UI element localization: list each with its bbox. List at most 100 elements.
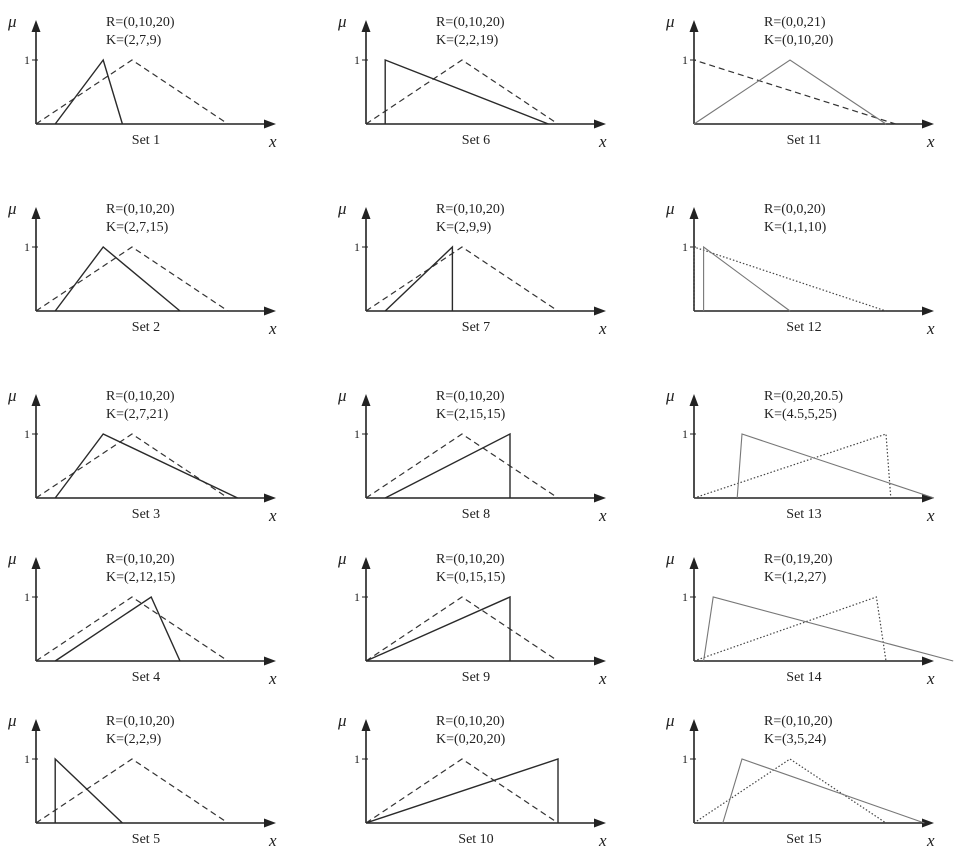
r-parameters: R=(0,0,20) [764,202,826,217]
panel-caption: Set 8 [462,507,490,522]
x-axis-arrow-icon [264,656,276,666]
x-axis-arrow-icon [922,306,934,316]
triangle-k [54,245,181,312]
y-axis-label: μ [665,549,675,568]
triangle-k [54,595,181,662]
x-axis-arrow-icon [264,306,276,316]
k-parameters: K=(0,15,15) [436,570,506,585]
r-parameters: R=(0,10,20) [106,714,175,729]
x-axis-arrow-icon [594,306,606,316]
y-axis-arrow-icon [361,719,371,731]
r-parameters: R=(0,10,20) [436,15,505,30]
x-axis-arrow-icon [264,493,276,503]
triangle-k [54,757,123,824]
x-axis-arrow-icon [922,656,934,666]
r-parameters: R=(0,20,20.5) [764,389,843,404]
y-axis-label: μ [665,199,675,218]
triangle-r [365,758,559,824]
y-axis-label: μ [665,711,675,730]
x-axis-arrow-icon [922,818,934,828]
panel-caption: Set 4 [132,670,160,685]
tick-label-one: 1 [682,752,688,766]
triangle-r [693,433,892,499]
r-parameters: R=(0,10,20) [106,202,175,217]
r-parameters: R=(0,10,20) [436,552,505,567]
triangle-k [703,245,791,312]
x-axis-label: x [598,132,607,151]
panel-caption: Set 13 [786,507,821,522]
tick-label-one: 1 [682,53,688,67]
k-parameters: K=(2,7,9) [106,33,162,48]
panel-caption: Set 15 [786,832,821,847]
x-axis-label: x [926,831,935,850]
y-axis-arrow-icon [689,719,699,731]
x-axis-label: x [268,319,277,338]
y-axis-arrow-icon [689,207,699,219]
panel-caption: Set 10 [458,832,493,847]
triangle-k [693,59,887,125]
y-axis-label: μ [337,386,347,405]
x-axis-label: x [926,506,935,525]
k-parameters: K=(2,7,15) [106,220,169,235]
triangle-k [736,433,935,499]
triangle-r [365,59,559,125]
panel-set-10: 1 μ x R=(0,10,20) K=(0,20,20) Set 10 [337,711,607,850]
tick-label-one: 1 [682,427,688,441]
y-axis-label: μ [665,12,675,31]
y-axis-label: μ [337,711,347,730]
k-parameters: K=(2,7,21) [106,407,169,422]
triangle-k [365,758,559,824]
k-parameters: K=(2,12,15) [106,570,176,585]
triangle-r [365,246,559,312]
panel-caption: Set 9 [462,670,490,685]
r-parameters: R=(0,10,20) [106,15,175,30]
x-axis-label: x [268,831,277,850]
panel-caption: Set 7 [462,320,490,335]
x-axis-label: x [926,319,935,338]
panel-caption: Set 1 [132,133,160,148]
y-axis-label: μ [337,549,347,568]
panel-set-5: 1 μ x R=(0,10,20) K=(2,2,9) Set 5 [7,711,277,850]
panel-caption: Set 12 [786,320,821,335]
x-axis-arrow-icon [594,493,606,503]
tick-label-one: 1 [682,240,688,254]
tick-label-one: 1 [24,240,30,254]
tick-label-one: 1 [24,53,30,67]
y-axis-arrow-icon [689,557,699,569]
k-parameters: K=(0,10,20) [764,33,834,48]
panel-set-6: 1 μ x R=(0,10,20) K=(2,2,19) Set 6 [337,12,607,151]
y-axis-arrow-icon [31,557,41,569]
y-axis-label: μ [7,12,17,31]
tick-label-one: 1 [354,752,360,766]
y-axis-label: μ [337,12,347,31]
k-parameters: K=(2,2,19) [436,33,499,48]
y-axis-arrow-icon [361,20,371,32]
k-parameters: K=(1,2,27) [764,570,827,585]
triangle-k [384,245,454,312]
x-axis-label: x [598,831,607,850]
triangle-r [693,596,887,662]
x-axis-label: x [268,669,277,688]
panel-caption: Set 2 [132,320,160,335]
r-parameters: R=(0,19,20) [764,552,833,567]
triangle-k [703,596,954,662]
r-parameters: R=(0,10,20) [436,202,505,217]
panel-set-4: 1 μ x R=(0,10,20) K=(2,12,15) Set 4 [7,549,277,688]
triangle-r [365,433,559,499]
k-parameters: K=(2,9,9) [436,220,492,235]
r-parameters: R=(0,0,21) [764,15,826,30]
k-parameters: K=(3,5,24) [764,732,827,747]
panel-set-13: 1 μ x R=(0,20,20.5) K=(4.5,5,25) Set 13 [665,386,935,525]
triangle-k [384,58,549,125]
triangle-k [384,432,511,499]
x-axis-label: x [268,506,277,525]
x-axis-label: x [598,319,607,338]
triangle-r [35,246,229,312]
x-axis-arrow-icon [264,818,276,828]
triangle-k [54,433,238,499]
y-axis-label: μ [665,386,675,405]
y-axis-arrow-icon [31,20,41,32]
triangle-r [35,758,229,824]
y-axis-label: μ [7,199,17,218]
r-parameters: R=(0,10,20) [106,552,175,567]
